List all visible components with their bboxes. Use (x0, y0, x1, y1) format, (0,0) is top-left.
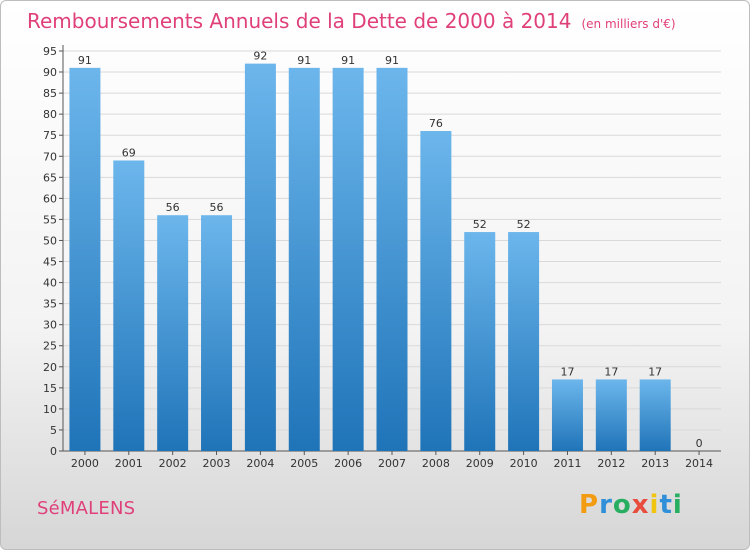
y-tick-label: 30 (43, 319, 57, 332)
chart-title-text: Remboursements Annuels de la Dette de 20… (27, 9, 572, 33)
y-tick-label: 80 (43, 108, 57, 121)
x-tick-label: 2000 (71, 457, 99, 470)
brand-letter: P (579, 490, 600, 520)
y-tick-label: 25 (43, 340, 57, 353)
brand-letter: t (659, 490, 673, 520)
x-tick-label: 2012 (597, 457, 625, 470)
data-label: 0 (696, 437, 703, 450)
brand-letter: i (649, 490, 660, 520)
x-tick-label: 2006 (334, 457, 362, 470)
y-tick-label: 60 (43, 192, 57, 205)
y-tick-label: 0 (50, 445, 57, 458)
y-tick-label: 20 (43, 361, 57, 374)
data-label: 56 (210, 201, 224, 214)
y-tick-label: 75 (43, 129, 57, 142)
brand-letter: r (599, 490, 613, 520)
data-label: 76 (429, 117, 443, 130)
brand-letter: x (631, 490, 650, 520)
brand-logo[interactable]: Proxiti (579, 490, 683, 520)
data-label: 56 (166, 201, 180, 214)
x-tick-label: 2008 (422, 457, 450, 470)
y-tick-label: 95 (43, 45, 57, 58)
brand-letter: o (612, 490, 632, 520)
data-labels: 91 69 56 56 92 91 91 91 76 52 52 17 17 17 0 (78, 50, 703, 450)
y-tick-label: 40 (43, 277, 57, 290)
bar-2001 (113, 160, 145, 451)
y-tick-label: 10 (43, 403, 57, 416)
x-tick-label: 2009 (466, 457, 494, 470)
x-tick-label: 2010 (510, 457, 538, 470)
y-tick-label: 15 (43, 382, 57, 395)
y-tick-label: 45 (43, 256, 57, 269)
bar-2002 (157, 215, 189, 451)
data-label: 91 (297, 54, 311, 67)
bar-2008 (420, 131, 452, 451)
data-label: 91 (78, 54, 92, 67)
data-label: 52 (473, 218, 487, 231)
bar-2011 (551, 379, 583, 451)
y-tick-label: 85 (43, 87, 57, 100)
bar-2000 (69, 67, 101, 451)
y-tick-label: 5 (50, 424, 57, 437)
x-tick-label: 2014 (685, 457, 713, 470)
chart-title: Remboursements Annuels de la Dette de 20… (27, 9, 676, 33)
bar-2004 (244, 63, 276, 451)
y-tick-label: 65 (43, 171, 57, 184)
bar-2007 (376, 67, 408, 451)
commune-name: SéMALENS (37, 498, 136, 519)
x-tick-label: 2011 (553, 457, 581, 470)
x-tick-label: 2004 (246, 457, 274, 470)
bar-2009 (464, 232, 496, 451)
x-tick-label: 2005 (290, 457, 318, 470)
bars (69, 63, 671, 451)
x-tick-label: 2007 (378, 457, 406, 470)
x-tick-label: 2002 (159, 457, 187, 470)
bar-2012 (595, 379, 627, 451)
x-tick-label: 2003 (203, 457, 231, 470)
data-label: 91 (385, 54, 399, 67)
data-label: 69 (122, 146, 136, 159)
x-tick-label: 2013 (641, 457, 669, 470)
data-label: 91 (341, 54, 355, 67)
bar-2006 (332, 67, 364, 451)
axes: 0 5 10 15 20 25 30 35 40 45 50 55 60 65 70 75 80 85 90 95 20… (43, 45, 721, 470)
data-label: 17 (560, 365, 574, 378)
data-label: 92 (253, 50, 267, 63)
data-label: 17 (604, 365, 618, 378)
bar-2005 (288, 67, 320, 451)
y-tick-label: 35 (43, 298, 57, 311)
chart-unit: (en milliers d'€) (581, 17, 676, 31)
data-label: 17 (648, 365, 662, 378)
bar-2013 (639, 379, 671, 451)
y-tick-label: 50 (43, 234, 57, 247)
y-tick-label: 55 (43, 213, 57, 226)
y-tick-label: 70 (43, 150, 57, 163)
y-tick-label: 90 (43, 66, 57, 79)
data-label: 52 (517, 218, 531, 231)
brand-letter: i (672, 490, 683, 520)
bar-2003 (201, 215, 233, 451)
x-tick-label: 2001 (115, 457, 143, 470)
bar-2010 (508, 232, 540, 451)
